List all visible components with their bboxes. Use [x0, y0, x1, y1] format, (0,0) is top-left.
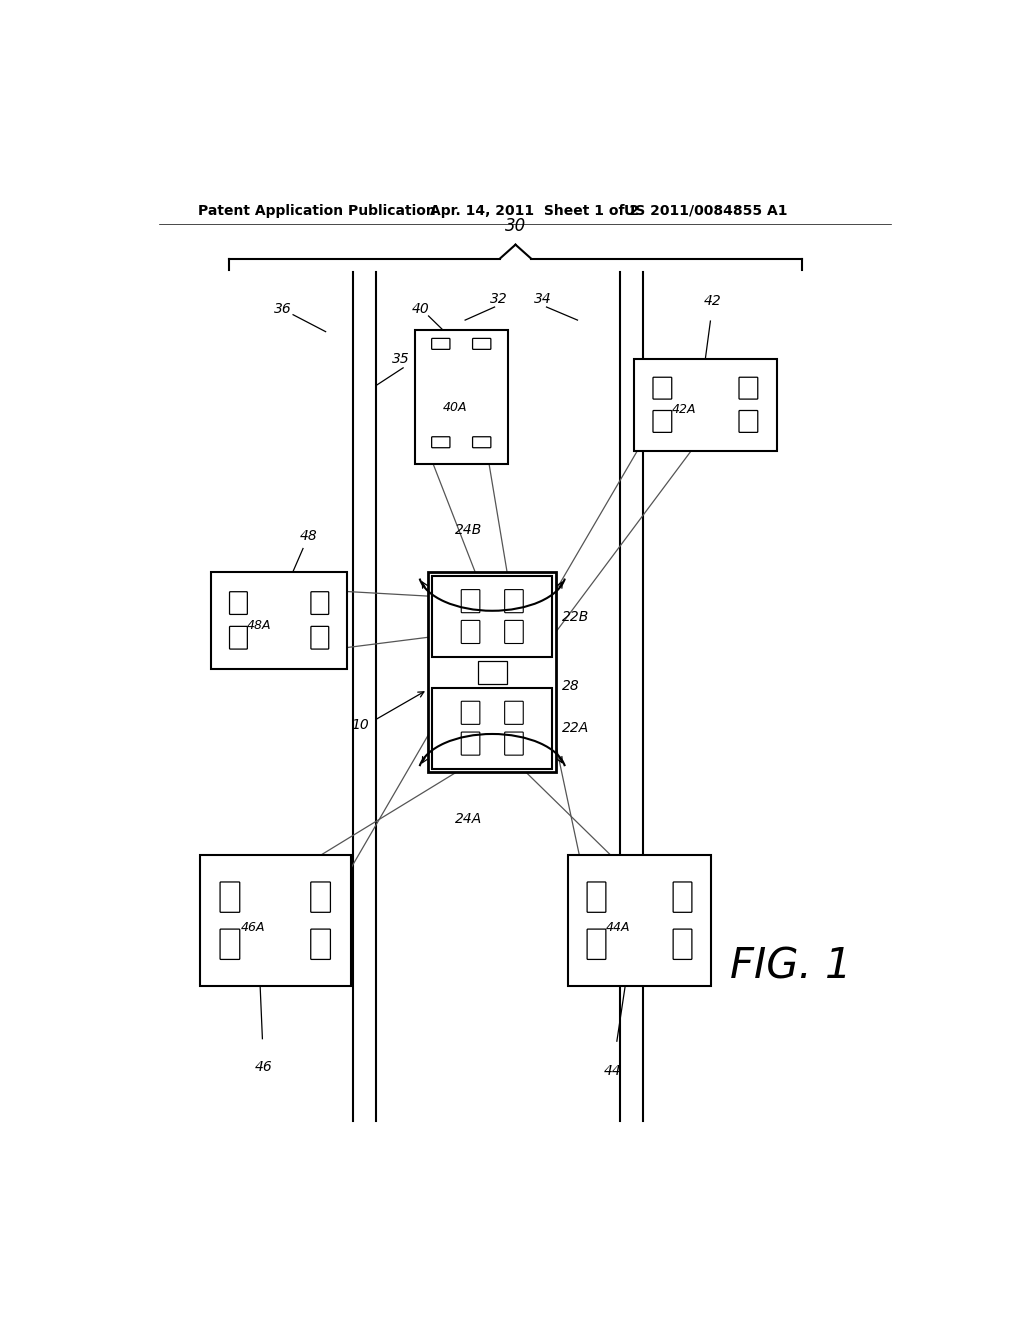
FancyBboxPatch shape [472, 338, 490, 350]
Text: Patent Application Publication: Patent Application Publication [198, 203, 435, 218]
Text: 40A: 40A [442, 401, 467, 414]
FancyBboxPatch shape [220, 929, 240, 960]
FancyBboxPatch shape [739, 411, 758, 433]
Text: 24A: 24A [456, 812, 482, 826]
FancyBboxPatch shape [311, 627, 329, 649]
Text: 32: 32 [489, 292, 507, 306]
Text: 22A: 22A [561, 721, 589, 735]
FancyBboxPatch shape [461, 733, 480, 755]
FancyBboxPatch shape [229, 591, 248, 614]
Text: 24B: 24B [456, 523, 482, 537]
FancyBboxPatch shape [505, 733, 523, 755]
FancyBboxPatch shape [229, 627, 248, 649]
Text: 10: 10 [351, 718, 369, 733]
FancyBboxPatch shape [673, 929, 692, 960]
Text: 48: 48 [300, 529, 317, 543]
FancyBboxPatch shape [587, 882, 606, 912]
FancyBboxPatch shape [505, 701, 523, 725]
Text: FIG. 1: FIG. 1 [730, 946, 851, 987]
Bar [568, 855, 712, 986]
Text: 48A: 48A [247, 619, 271, 632]
FancyBboxPatch shape [461, 701, 480, 725]
FancyBboxPatch shape [432, 338, 450, 350]
FancyBboxPatch shape [432, 437, 450, 447]
Text: 30: 30 [505, 218, 526, 235]
Bar [415, 330, 508, 465]
Text: 44: 44 [603, 1064, 622, 1078]
Bar [200, 855, 351, 986]
Text: 28: 28 [561, 680, 580, 693]
Bar [477, 661, 507, 684]
Bar [211, 573, 347, 668]
FancyBboxPatch shape [461, 620, 480, 644]
FancyBboxPatch shape [310, 929, 331, 960]
Text: 34: 34 [534, 292, 552, 306]
FancyBboxPatch shape [587, 929, 606, 960]
Text: 22B: 22B [561, 610, 589, 623]
FancyBboxPatch shape [461, 590, 480, 612]
FancyBboxPatch shape [673, 882, 692, 912]
Text: 44A: 44A [606, 921, 630, 935]
Text: 35: 35 [392, 351, 410, 366]
FancyBboxPatch shape [653, 411, 672, 433]
FancyBboxPatch shape [472, 437, 490, 447]
Bar [432, 576, 552, 657]
Text: 46: 46 [255, 1060, 272, 1074]
FancyBboxPatch shape [311, 591, 329, 614]
FancyBboxPatch shape [220, 882, 240, 912]
FancyBboxPatch shape [505, 620, 523, 644]
Text: 42A: 42A [672, 404, 696, 416]
Text: 46A: 46A [241, 921, 265, 935]
Bar [634, 359, 777, 451]
Text: 42: 42 [705, 294, 722, 308]
FancyBboxPatch shape [310, 882, 331, 912]
Text: 36: 36 [274, 301, 292, 315]
FancyBboxPatch shape [505, 590, 523, 612]
FancyBboxPatch shape [739, 378, 758, 399]
Text: 40: 40 [412, 301, 430, 315]
Bar [432, 688, 552, 768]
FancyBboxPatch shape [653, 378, 672, 399]
Text: US 2011/0084855 A1: US 2011/0084855 A1 [624, 203, 787, 218]
Bar [428, 573, 556, 772]
Text: Apr. 14, 2011  Sheet 1 of 2: Apr. 14, 2011 Sheet 1 of 2 [430, 203, 639, 218]
